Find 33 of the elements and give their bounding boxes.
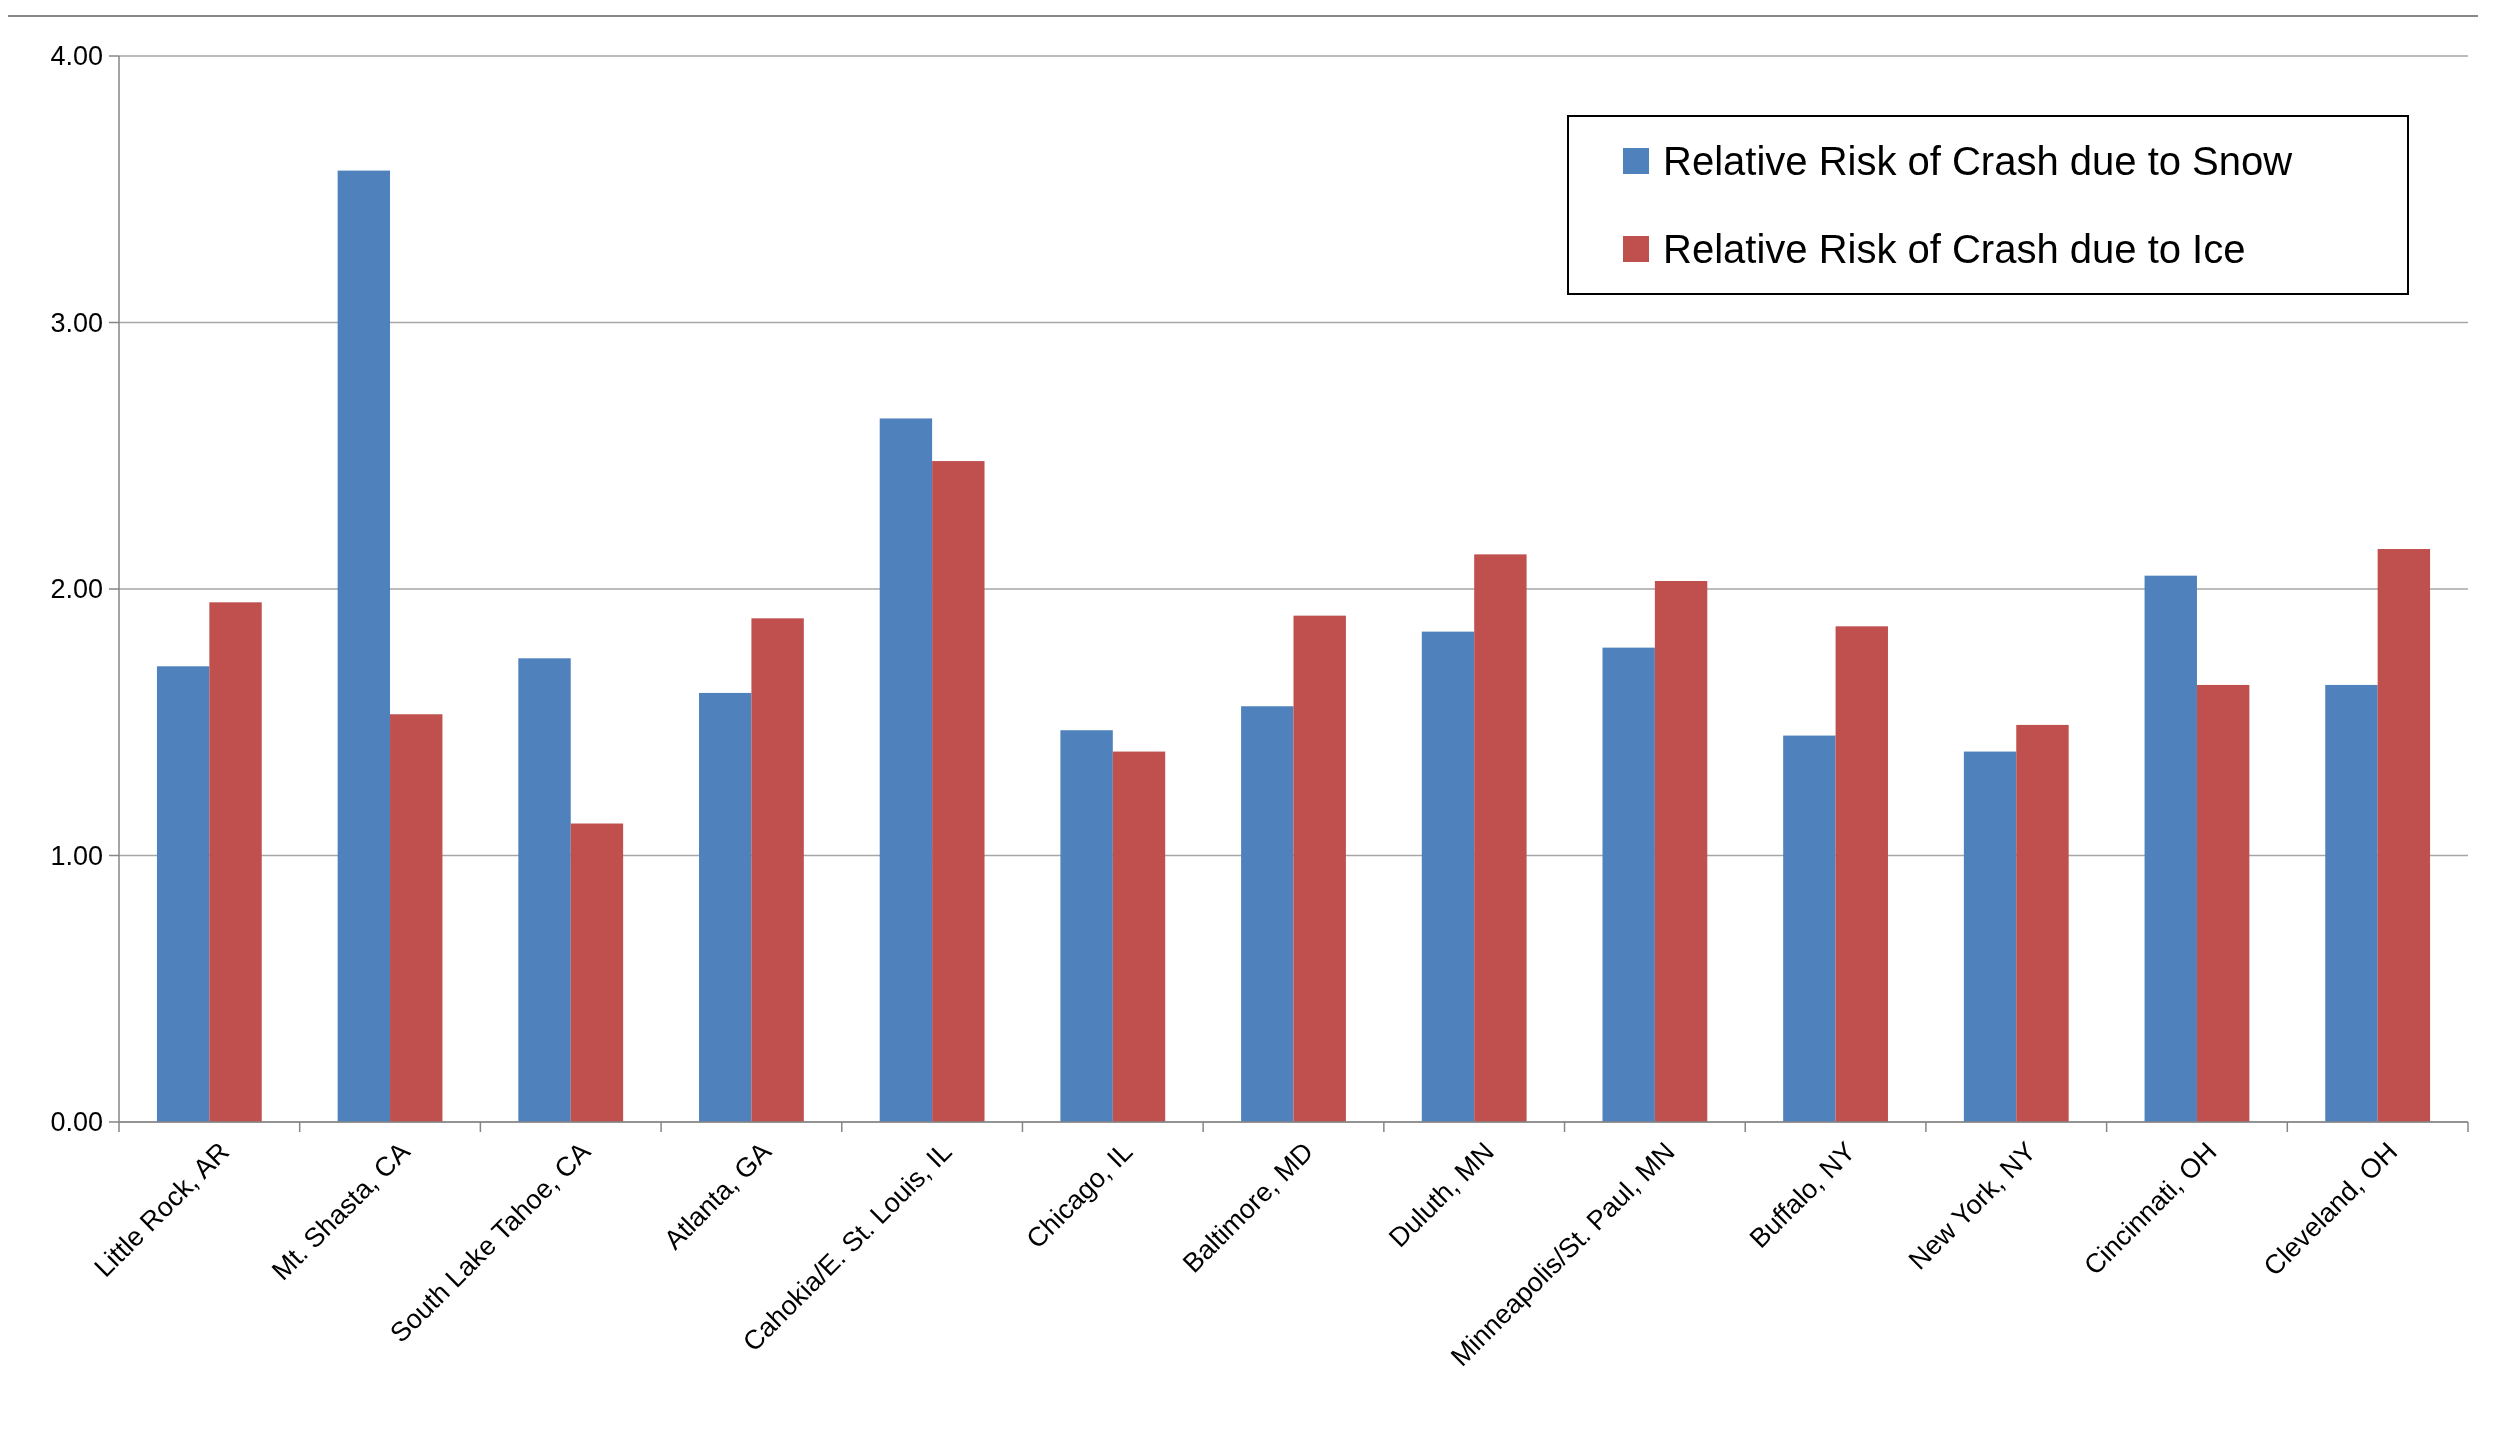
bar bbox=[2196, 684, 2250, 1122]
bar bbox=[879, 418, 933, 1122]
bar bbox=[518, 658, 571, 1122]
bar bbox=[932, 461, 985, 1122]
y-tick-label: 2.00 bbox=[50, 574, 103, 605]
legend-label: Relative Risk of Crash due to Snow bbox=[1663, 139, 2293, 183]
y-tick-label: 4.00 bbox=[50, 41, 103, 72]
legend-label: Relative Risk of Crash due to Ice bbox=[1663, 227, 2246, 271]
bar bbox=[1112, 751, 1166, 1122]
bar bbox=[1060, 730, 1113, 1122]
bar bbox=[2016, 724, 2069, 1122]
bar bbox=[2325, 684, 2378, 1122]
bar bbox=[2144, 575, 2197, 1122]
bar bbox=[1421, 631, 1475, 1122]
y-tick-label: 1.00 bbox=[50, 840, 103, 871]
bar bbox=[1241, 706, 1294, 1122]
bar bbox=[1654, 581, 1708, 1122]
bar bbox=[1835, 626, 1888, 1122]
bar bbox=[1293, 615, 1346, 1122]
y-tick-label: 3.00 bbox=[50, 307, 103, 338]
bar bbox=[1602, 647, 1655, 1122]
bar bbox=[337, 170, 391, 1122]
bar bbox=[209, 602, 262, 1122]
bar bbox=[390, 714, 443, 1122]
bar bbox=[1783, 735, 1836, 1122]
y-tick-label: 0.00 bbox=[50, 1107, 103, 1138]
bar bbox=[1474, 554, 1527, 1122]
bar bbox=[1963, 751, 2017, 1122]
bar bbox=[570, 823, 624, 1122]
bar bbox=[699, 692, 752, 1122]
bar bbox=[2377, 549, 2431, 1122]
bar bbox=[751, 618, 804, 1122]
bar bbox=[156, 666, 210, 1122]
